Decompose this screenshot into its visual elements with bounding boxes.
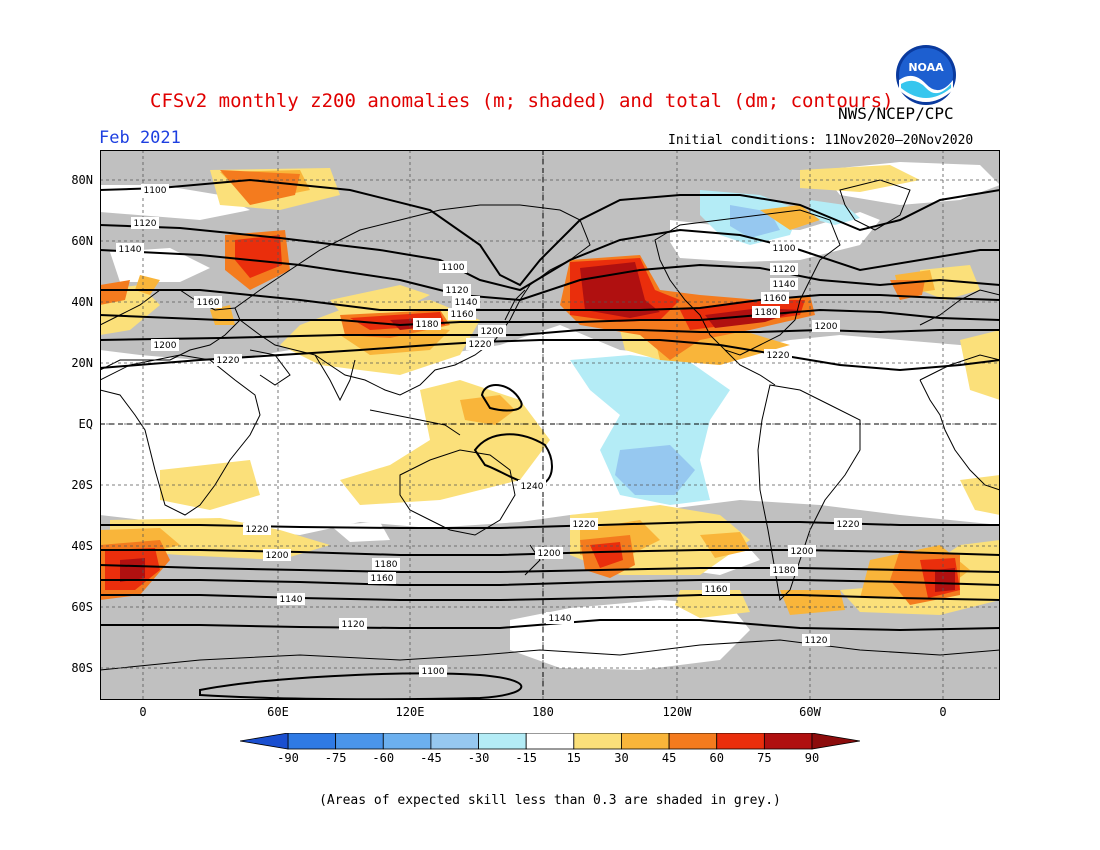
colorbar-label: 90 xyxy=(804,751,820,765)
lon-label: 60W xyxy=(799,705,821,719)
initial-conditions: Initial conditions: 11Nov2020–20Nov2020 xyxy=(668,133,974,148)
colorbar-label: -75 xyxy=(324,751,347,765)
contour-label: 1120 xyxy=(805,636,828,646)
lat-label: 80N xyxy=(71,173,93,187)
contour-label: 1100 xyxy=(773,244,796,254)
lon-label: 0 xyxy=(139,705,147,719)
lat-label: 60N xyxy=(71,234,93,248)
contour-label: 1160 xyxy=(197,298,220,308)
colorbar-cell xyxy=(382,733,432,750)
contour-label: 1100 xyxy=(144,186,167,196)
contour-label: 1220 xyxy=(246,525,269,535)
contour-label: 1200 xyxy=(791,547,814,557)
contour-label: 1180 xyxy=(416,320,439,330)
contour-label: 1200 xyxy=(154,341,177,351)
colorbar-cell xyxy=(763,733,813,750)
contour-label: 1120 xyxy=(773,265,796,275)
contour-label: 1180 xyxy=(773,566,796,576)
colorbar-high-arrow xyxy=(811,733,860,750)
footnote: (Areas of expected skill less than 0.3 a… xyxy=(319,793,781,808)
contour-label: 1140 xyxy=(280,595,303,605)
colorbar-label: -60 xyxy=(372,751,395,765)
contour-label: 1180 xyxy=(375,560,398,570)
contour-label: 1200 xyxy=(538,549,561,559)
contour-label: 1160 xyxy=(371,574,394,584)
lat-label: 80S xyxy=(71,661,93,675)
contour-label: 1220 xyxy=(217,356,240,366)
colorbar-label: 15 xyxy=(566,751,582,765)
contour-label: 1220 xyxy=(837,520,860,530)
contour-label: 1120 xyxy=(134,219,157,229)
contour-label: 1140 xyxy=(119,245,142,255)
colorbar-label: -15 xyxy=(515,751,538,765)
contour-label: 1240 xyxy=(521,482,544,492)
colorbar-cell xyxy=(478,733,527,750)
lat-label: EQ xyxy=(78,417,93,431)
lon-label: 120E xyxy=(395,705,425,719)
colorbar-label: -45 xyxy=(420,751,442,765)
contour-label: 1200 xyxy=(815,322,838,332)
colorbar-cell xyxy=(335,733,384,750)
colorbar-cell xyxy=(621,733,670,750)
colorbar-cell xyxy=(668,733,718,750)
contour-label: 1120 xyxy=(342,620,365,630)
contour-label: 1220 xyxy=(469,340,492,350)
noaa-logo: NOAA xyxy=(896,45,956,105)
colorbar xyxy=(240,733,860,750)
chart-title: CFSv2 monthly z200 anomalies (m; shaded)… xyxy=(150,90,894,112)
colorbar-cells xyxy=(287,733,813,750)
colorbar-cell xyxy=(525,733,575,750)
lat-label: 60S xyxy=(71,600,93,614)
contour-label: 1200 xyxy=(266,551,289,561)
map-frame xyxy=(100,150,1000,700)
height-contours xyxy=(100,178,1000,700)
contour-label: 1140 xyxy=(455,298,478,308)
anomaly-map: 1100 1120 1140 1160 1200 1220 1100 1120 … xyxy=(100,150,1000,700)
lat-label: 20N xyxy=(71,356,93,370)
colorbar-cell xyxy=(573,733,622,750)
colorbar-label: -90 xyxy=(277,751,299,765)
lon-label: 60E xyxy=(267,705,289,719)
contour-label: 1160 xyxy=(764,294,787,304)
contour-label: 1160 xyxy=(705,585,728,595)
colorbar-cell xyxy=(287,733,337,750)
lon-label: 120W xyxy=(662,705,692,719)
agency-label: NWS/NCEP/CPC xyxy=(838,104,954,123)
colorbar-label: 45 xyxy=(661,751,677,765)
colorbar-label: 75 xyxy=(757,751,772,765)
contour-label: 1220 xyxy=(573,520,596,530)
contour-labels: 1100 1120 1140 1160 1200 1220 1100 1120 … xyxy=(116,184,862,677)
colorbar-label: 30 xyxy=(614,751,629,765)
lat-label: 40S xyxy=(71,539,93,553)
negative-anomalies xyxy=(570,190,860,505)
contour-label: 1100 xyxy=(422,667,445,677)
lat-label: 40N xyxy=(71,295,93,309)
contour-label: 1200 xyxy=(481,327,504,337)
lon-label: 0 xyxy=(939,705,947,719)
colorbar-label: -30 xyxy=(467,751,490,765)
colorbar-cell xyxy=(716,733,765,750)
colorbar-cell xyxy=(430,733,479,750)
contour-label: 1140 xyxy=(549,614,572,624)
colorbar-label: 60 xyxy=(709,751,724,765)
forecast-month: Feb 2021 xyxy=(99,128,181,148)
contour-label: 1180 xyxy=(755,308,778,318)
lat-label: 20S xyxy=(71,478,93,492)
contour-label: 1140 xyxy=(773,280,796,290)
contour-label: 1220 xyxy=(767,351,790,361)
contour-label: 1100 xyxy=(442,263,465,273)
noaa-logo-text: NOAA xyxy=(908,61,944,74)
contour-label: 1160 xyxy=(451,310,474,320)
coastlines xyxy=(100,179,1000,671)
lon-label: 180 xyxy=(532,705,554,719)
contour-label: 1120 xyxy=(446,286,469,296)
colorbar-low-arrow xyxy=(240,733,289,750)
